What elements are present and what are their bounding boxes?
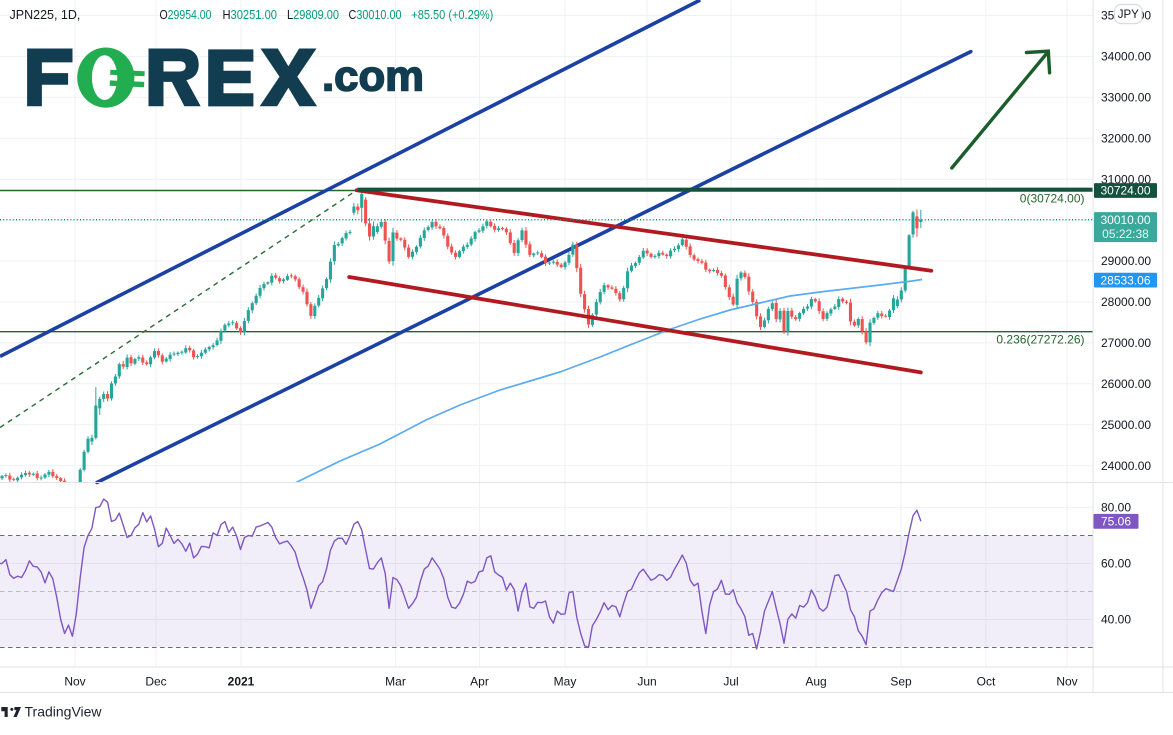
svg-text:Apr: Apr <box>470 675 489 689</box>
svg-text:0(30724.00): 0(30724.00) <box>1020 192 1085 206</box>
svg-text:Nov: Nov <box>1056 675 1077 689</box>
svg-text:60.00: 60.00 <box>1101 557 1131 571</box>
svg-text:34000.00: 34000.00 <box>1101 50 1151 64</box>
svg-text:.com: .com <box>322 53 424 101</box>
svg-text:+85.50 (+0.29%): +85.50 (+0.29%) <box>411 8 493 22</box>
svg-text:24000.00: 24000.00 <box>1101 459 1151 473</box>
svg-text:05:22:38: 05:22:38 <box>1102 227 1149 241</box>
svg-text:Mar: Mar <box>385 675 406 689</box>
svg-text:40.00: 40.00 <box>1101 613 1131 627</box>
svg-text:JPN225, 1D,: JPN225, 1D, <box>10 8 81 22</box>
svg-text:O29954.00: O29954.00 <box>160 8 212 22</box>
svg-text:30010.00: 30010.00 <box>1100 213 1150 227</box>
svg-text:H30251.00: H30251.00 <box>223 8 278 22</box>
svg-text:L29809.00: L29809.00 <box>287 8 339 22</box>
svg-text:C30010.00: C30010.00 <box>349 8 402 22</box>
svg-text:Aug: Aug <box>805 675 826 689</box>
svg-text:31000.00: 31000.00 <box>1101 172 1151 186</box>
svg-text:JPY: JPY <box>1118 9 1139 21</box>
svg-text:0.236(27272.26): 0.236(27272.26) <box>996 333 1084 347</box>
svg-text:33000.00: 33000.00 <box>1101 91 1151 105</box>
svg-text:30724.00: 30724.00 <box>1100 184 1150 198</box>
svg-text:32000.00: 32000.00 <box>1101 131 1151 145</box>
svg-text:27000.00: 27000.00 <box>1101 336 1151 350</box>
svg-text:Sep: Sep <box>890 675 912 689</box>
svg-text:Jun: Jun <box>637 675 656 689</box>
svg-text:28533.06: 28533.06 <box>1100 273 1150 287</box>
svg-text:26000.00: 26000.00 <box>1101 377 1151 391</box>
svg-text:Oct: Oct <box>977 675 996 689</box>
svg-text:28000.00: 28000.00 <box>1101 295 1151 309</box>
svg-text:Jul: Jul <box>723 675 738 689</box>
svg-text:Nov: Nov <box>64 675 85 689</box>
svg-text:TradingView: TradingView <box>25 704 103 720</box>
svg-text:Dec: Dec <box>145 675 166 689</box>
svg-text:80.00: 80.00 <box>1101 501 1131 515</box>
svg-text:75.06: 75.06 <box>1101 515 1131 529</box>
svg-text:25000.00: 25000.00 <box>1101 418 1151 432</box>
svg-text:2021: 2021 <box>228 675 255 689</box>
svg-text:29000.00: 29000.00 <box>1101 254 1151 268</box>
svg-text:May: May <box>554 675 577 689</box>
